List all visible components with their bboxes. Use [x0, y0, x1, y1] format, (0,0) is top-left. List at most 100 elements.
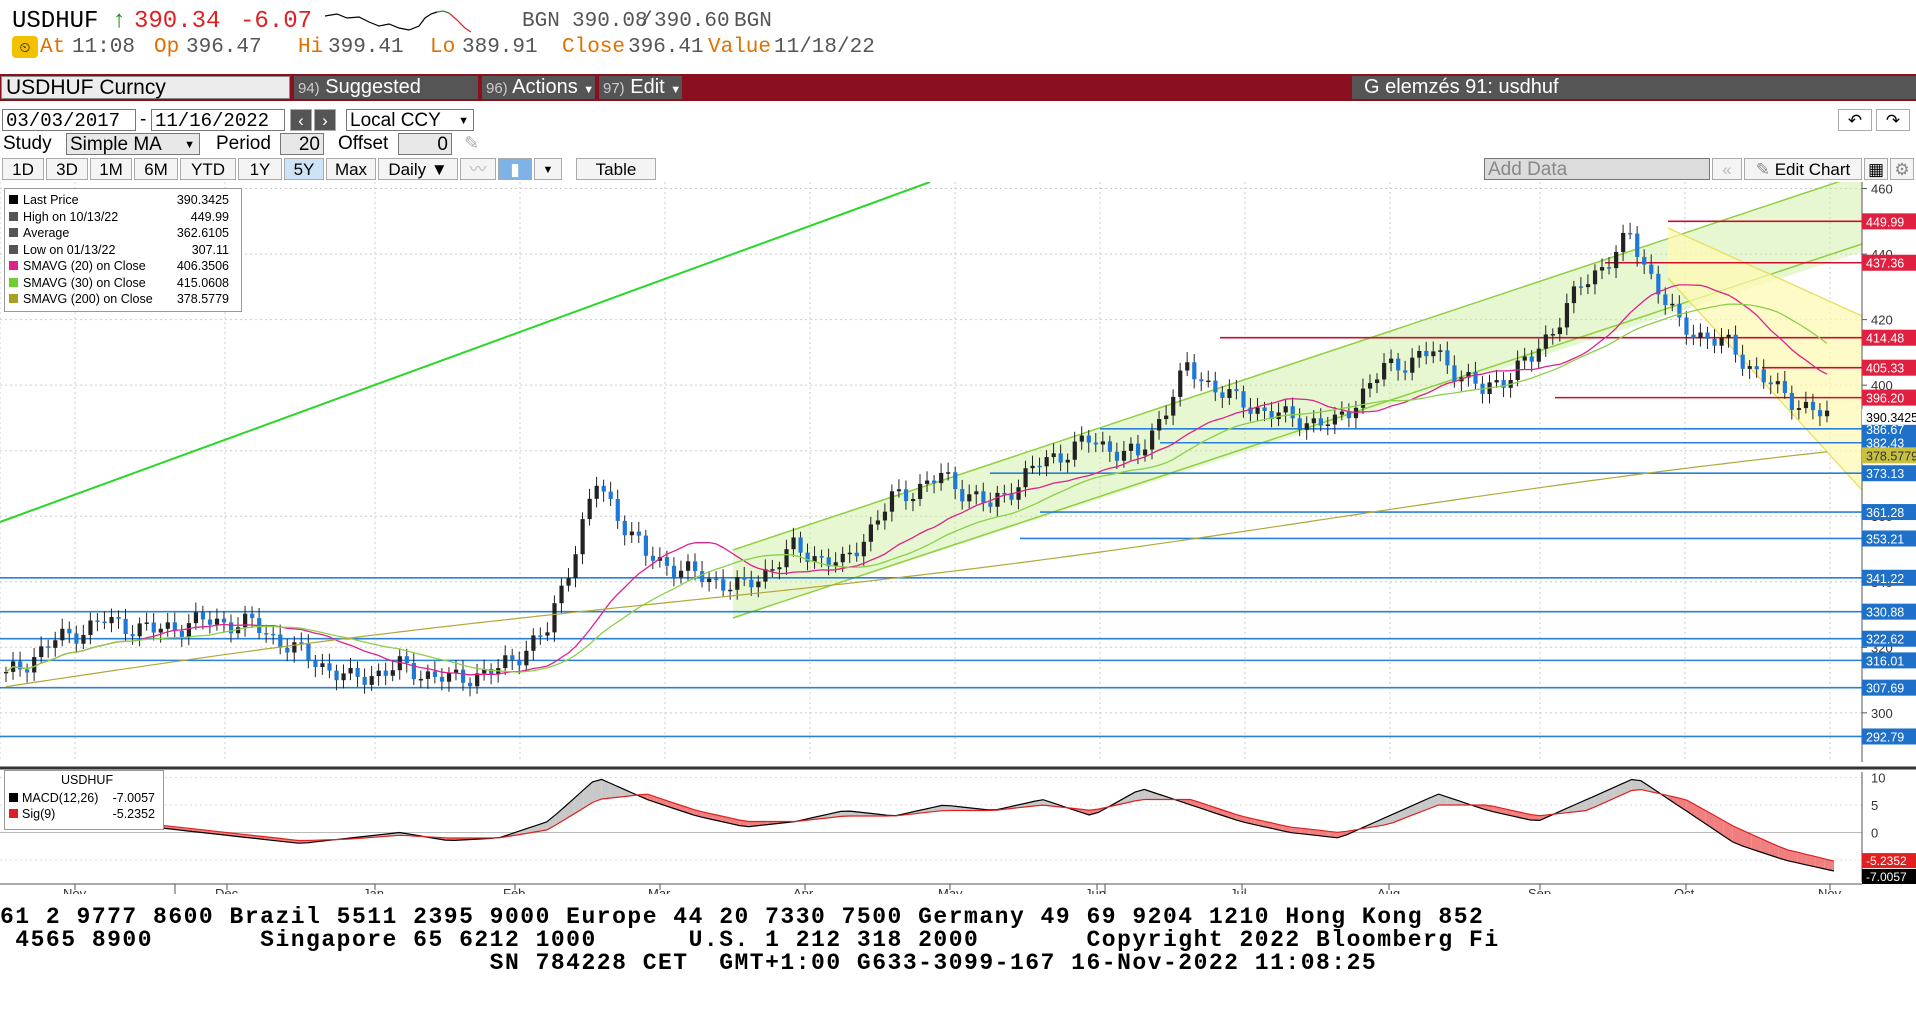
security-field[interactable]: USDHUF Curncy: [1, 76, 290, 99]
range-max-button[interactable]: Max: [326, 158, 376, 180]
end-date-field[interactable]: 11/16/2022: [151, 109, 285, 132]
line-chart-toggle[interactable]: 〰: [460, 158, 496, 180]
bid-source: BGN: [522, 10, 560, 33]
add-data-input[interactable]: Add Data: [1484, 158, 1710, 180]
candle-body: [728, 589, 733, 592]
macd-tick-label: 5: [1871, 798, 1878, 813]
legend-label: Sig(9): [22, 807, 56, 821]
horizontal-levels: [0, 220, 1862, 738]
candle-body: [1824, 410, 1830, 417]
candle-body: [1157, 419, 1162, 431]
candle-body: [1410, 357, 1415, 373]
candle-body: [1691, 334, 1696, 339]
candle-body: [1522, 356, 1527, 361]
candlesticks: [4, 222, 1830, 697]
dropdown-arrow-icon: ▼: [670, 84, 682, 96]
bar-chart-toggle[interactable]: ▮: [498, 158, 532, 180]
undo-button[interactable]: ↶: [1838, 109, 1872, 131]
redo-button[interactable]: ↷: [1876, 109, 1910, 131]
macd-histogram-fill: [1824, 858, 1834, 871]
legend-swatch: [9, 793, 18, 802]
candle-body: [805, 552, 810, 563]
candle-body: [580, 519, 585, 555]
candle-body: [812, 556, 817, 563]
chart-type-dropdown[interactable]: ▼: [534, 158, 562, 180]
legend-row: High on 10/13/22 449.99: [9, 210, 237, 226]
study-text: Simple MA: [70, 134, 162, 155]
chart-settings-icon[interactable]: ▦: [1864, 158, 1888, 180]
candle-body: [643, 535, 648, 556]
candle-body: [1016, 487, 1021, 500]
price-label: 390.3425: [1866, 411, 1916, 425]
range-6m-button[interactable]: 6M: [134, 158, 178, 180]
axis-tick-label: 300: [1871, 706, 1893, 721]
signal-line: [3, 788, 1835, 862]
candle-body: [1241, 391, 1246, 408]
suggested-charts-menu[interactable]: 94) Suggested Charts: [294, 76, 478, 122]
downtrend-channel-top: [1667, 227, 1863, 317]
gear-icon[interactable]: ⚙: [1890, 158, 1914, 180]
period-input[interactable]: 20: [280, 133, 324, 155]
candle-body: [1037, 465, 1042, 468]
offset-input[interactable]: 0: [398, 133, 452, 155]
range-1d-button[interactable]: 1D: [2, 158, 44, 180]
next-period-button[interactable]: ›: [314, 109, 336, 131]
legend-label: SMAVG (30) on Close: [23, 275, 146, 290]
offset-label: Offset: [338, 133, 389, 154]
macd-histogram-fill: [1374, 818, 1384, 827]
candle-body: [1185, 362, 1190, 371]
prev-period-button[interactable]: ‹: [290, 109, 312, 131]
macd-histogram-fill: [528, 825, 538, 834]
edit-chart-button[interactable]: ✎ Edit Chart: [1744, 158, 1862, 180]
candle-body: [1614, 252, 1619, 269]
range-3d-button[interactable]: 3D: [46, 158, 88, 180]
collapse-button[interactable]: «: [1712, 158, 1742, 180]
edit-menu[interactable]: 97) Edit ▼: [599, 76, 682, 99]
pencil-icon[interactable]: ✎: [464, 133, 480, 153]
price-label-bg: [1862, 679, 1916, 696]
macd-histogram-fill: [1190, 799, 1200, 808]
frequency-select[interactable]: Daily ▼: [378, 158, 458, 180]
candle-body: [671, 565, 677, 578]
candle-body: [784, 549, 789, 568]
candle-body: [974, 491, 979, 495]
legend-value: 378.5779: [176, 292, 229, 306]
candle-body: [510, 655, 515, 661]
candle-body: [756, 581, 761, 588]
macd-histogram-fill: [1208, 805, 1218, 814]
uptrend-channel-fill: [733, 182, 1862, 618]
range-1m-button[interactable]: 1M: [90, 158, 132, 180]
candle-body: [1044, 457, 1049, 467]
price-chart[interactable]: 460440420400380360340320300386.67382.433…: [0, 182, 1916, 894]
price-label: 361.28: [1866, 506, 1904, 520]
candle-body: [383, 670, 388, 676]
candle-body: [172, 622, 177, 631]
price-label: 414.48: [1866, 332, 1904, 346]
quote-header: USDHUF ↑ 390.34 -6.07 BGN 390.08 / 390.6…: [0, 0, 1916, 74]
candle-body: [566, 578, 571, 586]
currency-select[interactable]: Local CCY ▼: [346, 109, 474, 131]
candle-body: [1529, 356, 1534, 362]
range-5y-button[interactable]: 5Y: [284, 158, 324, 180]
actions-menu[interactable]: 96) Actions ▼: [482, 76, 595, 99]
legend-label: SMAVG (20) on Close: [23, 259, 146, 273]
macd-line: [3, 778, 1835, 872]
candle-body: [1135, 443, 1141, 456]
range-1y-button[interactable]: 1Y: [238, 158, 282, 180]
candle-body: [1023, 468, 1028, 488]
start-date-field[interactable]: 03/03/2017: [2, 109, 136, 132]
range-ytd-button[interactable]: YTD: [180, 158, 236, 180]
table-button[interactable]: Table: [576, 158, 656, 180]
month-label: Oct: [1674, 886, 1695, 894]
month-label: Sep: [1528, 886, 1551, 894]
candle-body: [1030, 465, 1035, 469]
menu-number: 94): [298, 80, 320, 97]
candle-body: [228, 622, 234, 634]
menu-label: Actions: [512, 76, 578, 98]
legend-row: Last Price 390.3425: [9, 193, 237, 209]
candle-body: [1178, 370, 1183, 397]
candle-body: [439, 676, 445, 682]
study-select[interactable]: Simple MA ▼: [66, 133, 200, 155]
candle-body: [102, 621, 107, 624]
candle-body: [39, 646, 44, 658]
